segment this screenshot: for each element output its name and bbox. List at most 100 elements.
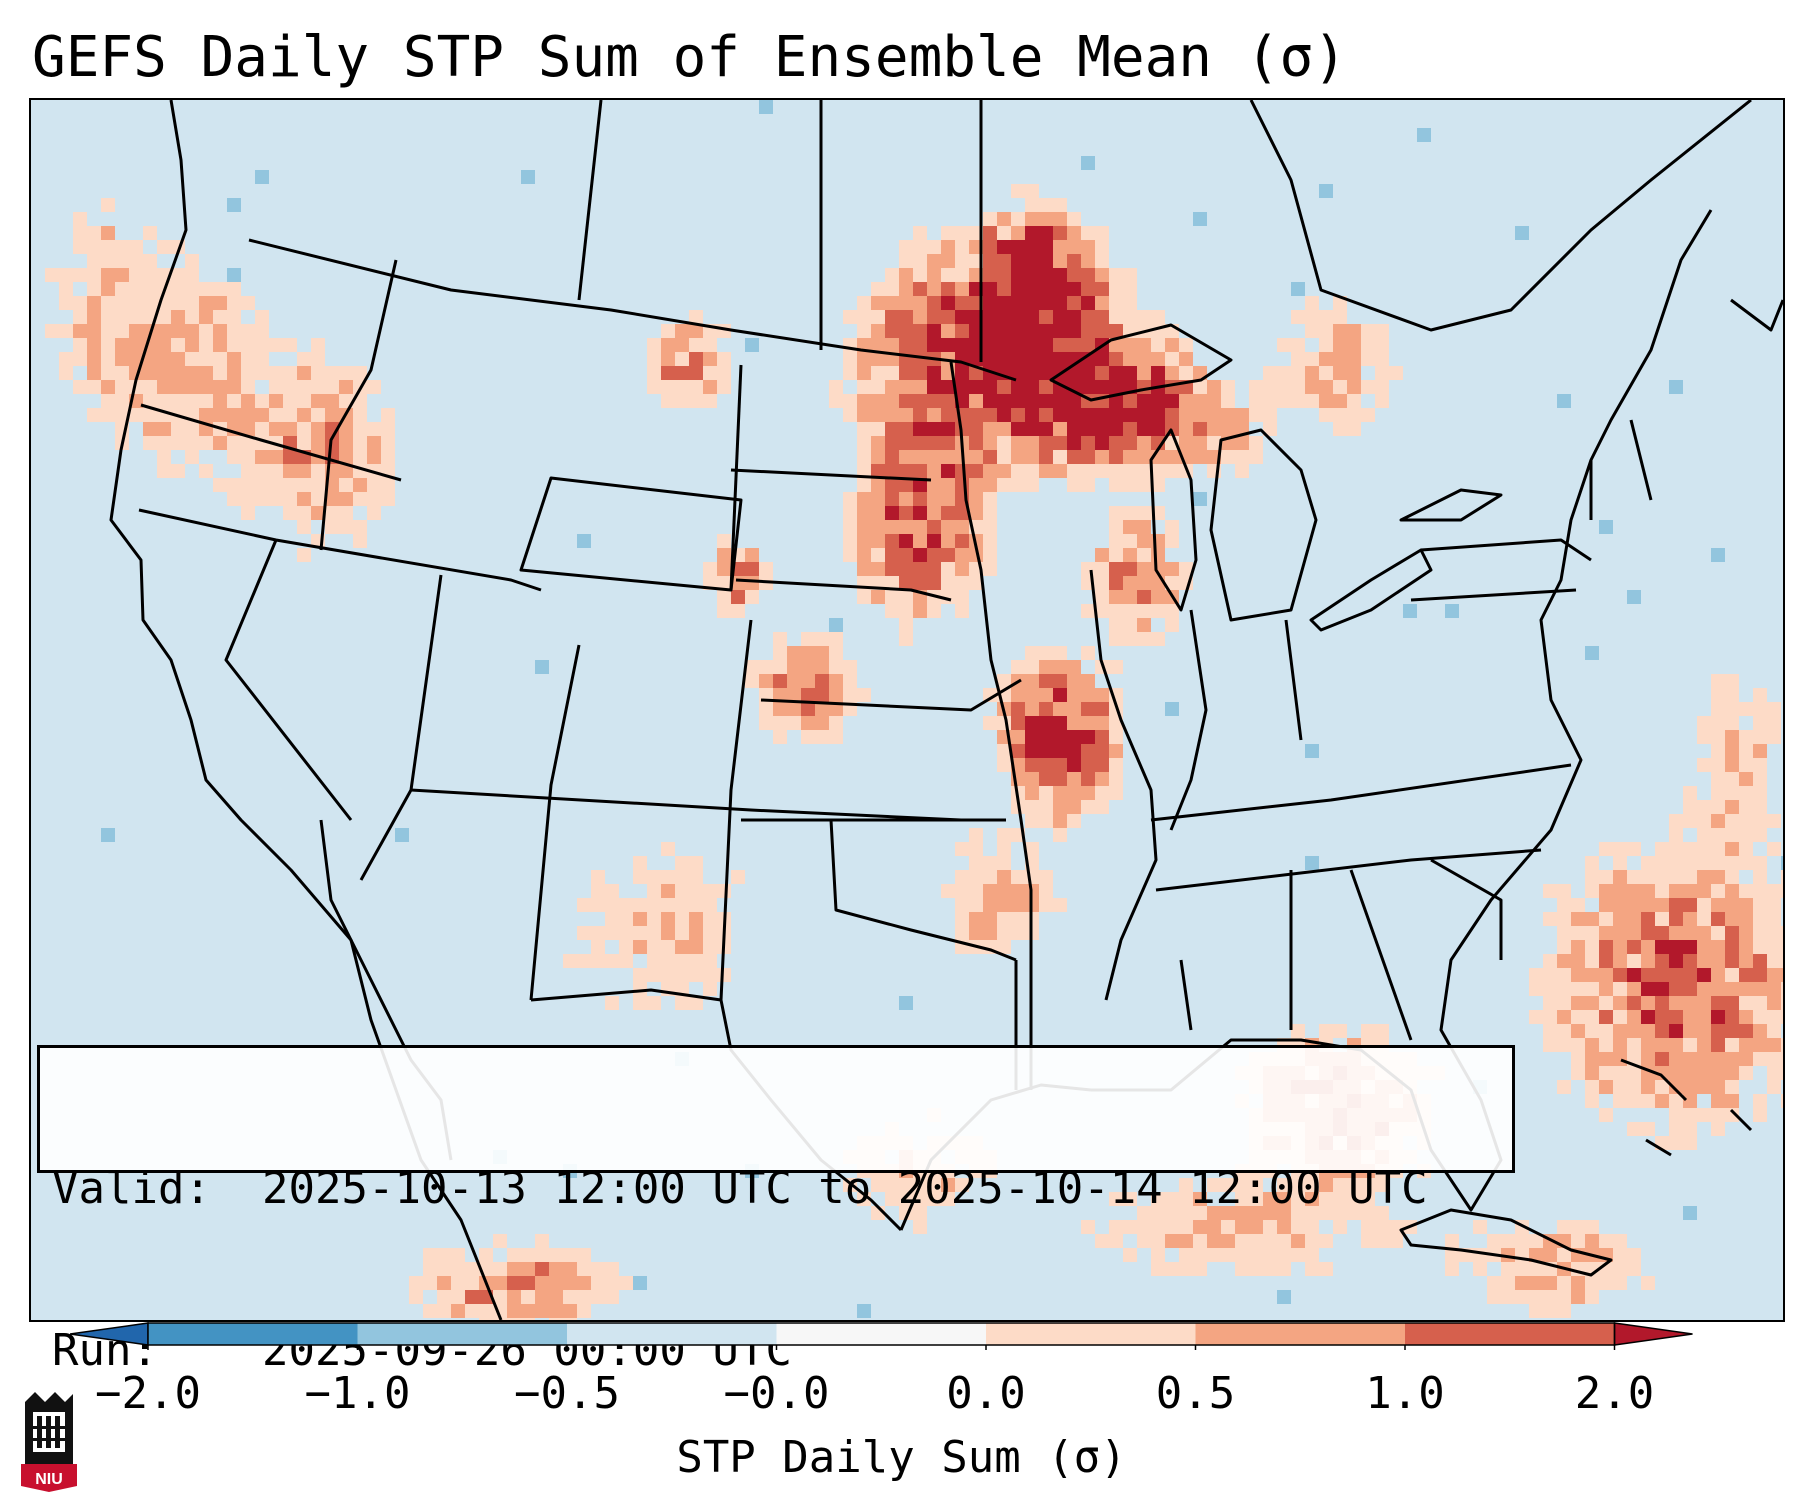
anomaly-cell <box>1053 436 1067 450</box>
anomaly-cell <box>1333 408 1347 422</box>
anomaly-cell <box>983 562 997 576</box>
anomaly-cell <box>1277 394 1291 408</box>
anomaly-cell <box>1641 1038 1655 1052</box>
anomaly-cell <box>171 464 185 478</box>
cuba-coastline <box>1399 1208 1613 1277</box>
anomaly-cell <box>339 506 353 520</box>
anomaly-cell <box>1697 940 1711 954</box>
anomaly-cell <box>45 324 59 338</box>
anomaly-cell <box>115 338 129 352</box>
anomaly-cell <box>983 422 997 436</box>
anomaly-cell <box>1613 1094 1627 1108</box>
anomaly-cell <box>1165 1234 1179 1248</box>
anomaly-cell <box>717 576 731 590</box>
anomaly-cell <box>157 450 171 464</box>
anomaly-cell <box>969 436 983 450</box>
anomaly-cell <box>857 1304 871 1318</box>
anomaly-cell <box>927 520 941 534</box>
anomaly-cell <box>1053 786 1067 800</box>
anomaly-cell <box>1249 1248 1263 1262</box>
anomaly-cell <box>101 310 115 324</box>
anomaly-cell <box>1081 730 1095 744</box>
anomaly-cell <box>1263 366 1277 380</box>
anomaly-cell <box>1011 184 1025 198</box>
anomaly-cell <box>661 842 675 856</box>
anomaly-cell <box>871 296 885 310</box>
anomaly-cell <box>1697 968 1711 982</box>
anomaly-cell <box>941 408 955 422</box>
anomaly-cell <box>1711 772 1725 786</box>
anomaly-cell <box>1767 1024 1781 1038</box>
anomaly-cell <box>1375 338 1389 352</box>
anomaly-cell <box>1725 1108 1739 1122</box>
anomaly-cell <box>941 436 955 450</box>
anomaly-cell <box>1081 1220 1095 1234</box>
anomaly-cell <box>1109 506 1123 520</box>
anomaly-cell <box>535 1234 549 1248</box>
anomaly-cell <box>241 366 255 380</box>
anomaly-cell <box>1375 380 1389 394</box>
anomaly-cell <box>1571 1010 1585 1024</box>
anomaly-cell <box>717 352 731 366</box>
anomaly-cell <box>1613 842 1627 856</box>
anomaly-cell <box>1627 926 1641 940</box>
anomaly-cell <box>1697 870 1711 884</box>
anomaly-cell <box>1669 982 1683 996</box>
anomaly-cell <box>1109 590 1123 604</box>
anomaly-cell <box>1263 1248 1277 1262</box>
anomaly-cell <box>1053 800 1067 814</box>
anomaly-cell <box>1739 1024 1753 1038</box>
anomaly-cell <box>1599 968 1613 982</box>
anomaly-cell <box>1529 1304 1543 1318</box>
anomaly-cell <box>1543 1290 1557 1304</box>
anomaly-cell <box>283 366 297 380</box>
anomaly-cell <box>1501 1276 1515 1290</box>
anomaly-cell <box>255 324 269 338</box>
anomaly-cell <box>1739 940 1753 954</box>
anomaly-cell <box>717 534 731 548</box>
anomaly-cell <box>1711 744 1725 758</box>
anomaly-cell <box>1361 1024 1375 1038</box>
anomaly-cell <box>1067 338 1081 352</box>
anomaly-cell <box>185 380 199 394</box>
anomaly-cell <box>759 702 773 716</box>
anomaly-cell <box>927 240 941 254</box>
anomaly-cell <box>927 464 941 478</box>
anomaly-cell <box>1725 884 1739 898</box>
anomaly-cell <box>577 534 591 548</box>
anomaly-cell <box>927 436 941 450</box>
anomaly-cell <box>1711 884 1725 898</box>
anomaly-cell <box>269 450 283 464</box>
anomaly-cell <box>1081 716 1095 730</box>
anomaly-cell <box>1725 968 1739 982</box>
anomaly-cell <box>1767 1080 1781 1094</box>
anomaly-cell <box>871 450 885 464</box>
anomaly-cell <box>717 604 731 618</box>
anomaly-cell <box>1529 1262 1543 1276</box>
anomaly-cell <box>1641 1010 1655 1024</box>
anomaly-cell <box>1767 884 1781 898</box>
anomaly-cell <box>1081 380 1095 394</box>
anomaly-cell <box>983 898 997 912</box>
anomaly-cell <box>1109 338 1123 352</box>
anomaly-cell <box>115 324 129 338</box>
anomaly-cell <box>199 310 213 324</box>
anomaly-cell <box>1053 716 1067 730</box>
anomaly-cell <box>689 856 703 870</box>
anomaly-cell <box>1655 870 1669 884</box>
anomaly-cell <box>1081 422 1095 436</box>
anomaly-cell <box>1627 1122 1641 1136</box>
anomaly-cell <box>1053 268 1067 282</box>
anomaly-cell <box>731 870 745 884</box>
anomaly-cell <box>983 254 997 268</box>
anomaly-cell <box>1067 758 1081 772</box>
anomaly-cell <box>927 324 941 338</box>
anomaly-cell <box>353 422 367 436</box>
anomaly-cell <box>913 492 927 506</box>
anomaly-cell <box>1725 926 1739 940</box>
anomaly-cell <box>1137 562 1151 576</box>
anomaly-cell <box>899 996 913 1010</box>
anomaly-cell <box>101 394 115 408</box>
anomaly-cell <box>199 282 213 296</box>
anomaly-cell <box>73 296 87 310</box>
